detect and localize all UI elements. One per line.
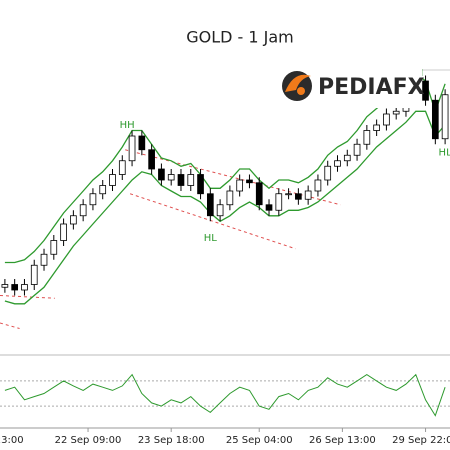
candle-body [441, 94, 449, 140]
candle-body [158, 168, 165, 181]
annotation: HH [120, 120, 135, 131]
candle-body [295, 193, 302, 200]
candle-body [304, 190, 312, 200]
candle-body [109, 174, 116, 186]
x-tick-label: 26 Sep 13:00 [309, 435, 376, 446]
candle-body [216, 204, 224, 217]
candle-body [167, 174, 175, 181]
candle-body [353, 143, 361, 156]
candle-body [314, 179, 322, 192]
annotation: HL [439, 148, 450, 159]
logo-text: PEDIAFX [318, 75, 425, 100]
candle-body [363, 130, 371, 145]
x-tick-label: 23 Sep 18:00 [138, 435, 205, 446]
logo-icon-accent [285, 74, 311, 92]
trend-line [129, 193, 296, 250]
candle-body [11, 284, 19, 291]
candle-body [40, 253, 48, 266]
candle-body [30, 264, 38, 285]
candle-body [431, 99, 439, 140]
x-tick-label: 21 Sep 23:00 [0, 435, 24, 446]
logo: PEDIAFX [272, 64, 425, 108]
candle-body [383, 113, 390, 126]
candle-body [246, 179, 253, 184]
candle-body [255, 182, 263, 206]
candle-body [206, 193, 214, 217]
candle-body [138, 135, 146, 151]
candle-body [324, 165, 332, 181]
candle-body [79, 204, 87, 217]
candle-body [21, 284, 28, 291]
candle-body [177, 174, 185, 186]
candle-body [265, 204, 273, 211]
candle-body [50, 240, 58, 255]
candle-body [422, 80, 429, 101]
candle-body [99, 185, 107, 195]
logo-icon-dot [297, 87, 305, 95]
candle-body [392, 110, 400, 115]
candle-body [70, 215, 77, 225]
x-tick-label: 22 Sep 09:00 [55, 435, 122, 446]
x-tick-label: 25 Sep 04:00 [226, 435, 293, 446]
candle-body [148, 149, 155, 170]
annotation: HL [204, 233, 218, 244]
trend-line [125, 149, 341, 206]
candle-body [60, 223, 67, 241]
candle-body [285, 193, 292, 196]
oscillator-line [4, 373, 446, 417]
x-tick-label: 29 Sep 22:00 [392, 435, 450, 446]
channel-line [4, 71, 446, 264]
candle-body [128, 135, 136, 162]
candle-body [334, 160, 341, 167]
candle-body [275, 193, 283, 211]
candle-body [236, 179, 244, 192]
chart-title: GOLD - 1 Jam [186, 28, 294, 47]
candle-body [89, 193, 97, 206]
candle-body [1, 284, 9, 288]
candle-body [373, 124, 380, 131]
candle-body [343, 154, 351, 162]
candle-body [226, 190, 234, 206]
candle-body [118, 160, 126, 175]
candle-body [187, 174, 195, 186]
channel-line [4, 110, 446, 305]
candle-body [197, 174, 204, 195]
